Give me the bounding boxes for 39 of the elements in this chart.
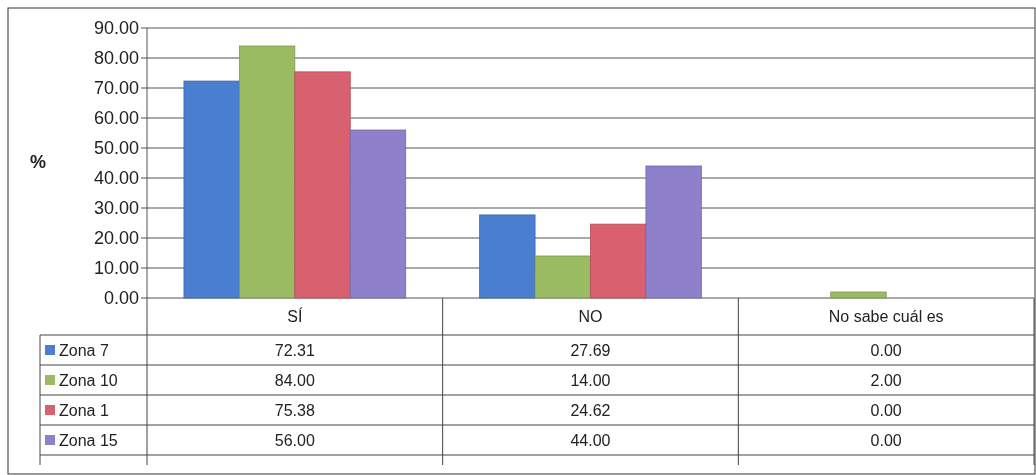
y-tick-label: 80.00 bbox=[93, 48, 139, 69]
y-tick-label: 0.00 bbox=[103, 288, 139, 309]
bar bbox=[349, 129, 407, 299]
data-label: 0.00 bbox=[870, 341, 902, 359]
y-axis-title: % bbox=[29, 152, 47, 172]
bar bbox=[479, 214, 536, 299]
y-tick-label: 90.00 bbox=[93, 18, 139, 39]
data-label: 72.31 bbox=[274, 341, 315, 359]
legend-label: Zona 1 bbox=[59, 401, 109, 419]
y-tick-label: 50.00 bbox=[93, 138, 139, 159]
x-tick-label: SÍ bbox=[287, 307, 303, 326]
y-tick-label: 40.00 bbox=[93, 168, 139, 189]
x-tick-label: NO bbox=[578, 308, 603, 326]
data-label: 75.38 bbox=[274, 401, 315, 419]
bar bbox=[534, 255, 591, 299]
data-label: 14.00 bbox=[570, 371, 611, 389]
bar bbox=[645, 165, 702, 299]
y-tick-label: 20.00 bbox=[93, 228, 139, 249]
data-label: 24.62 bbox=[570, 401, 611, 419]
data-label: 0.00 bbox=[870, 431, 902, 449]
bar bbox=[183, 80, 240, 299]
data-label: 44.00 bbox=[570, 431, 611, 449]
data-label: 2.00 bbox=[870, 371, 902, 389]
y-tick-label: 10.00 bbox=[93, 258, 139, 279]
x-tick-label: No sabe cuál es bbox=[828, 308, 944, 326]
y-tick-label: 70.00 bbox=[93, 78, 139, 99]
bar bbox=[294, 71, 351, 299]
legend-label: Zona 7 bbox=[59, 341, 109, 359]
legend-label: Zona 10 bbox=[59, 371, 118, 389]
bar bbox=[239, 45, 296, 299]
data-label: 56.00 bbox=[274, 431, 315, 449]
y-tick-label: 60.00 bbox=[93, 108, 139, 129]
data-label: 27.69 bbox=[570, 341, 611, 359]
data-label: 0.00 bbox=[870, 401, 902, 419]
data-label: 84.00 bbox=[274, 371, 315, 389]
bar bbox=[830, 291, 887, 299]
y-tick-label: 30.00 bbox=[93, 198, 139, 219]
bar bbox=[590, 223, 647, 299]
legend-label: Zona 15 bbox=[59, 431, 118, 449]
